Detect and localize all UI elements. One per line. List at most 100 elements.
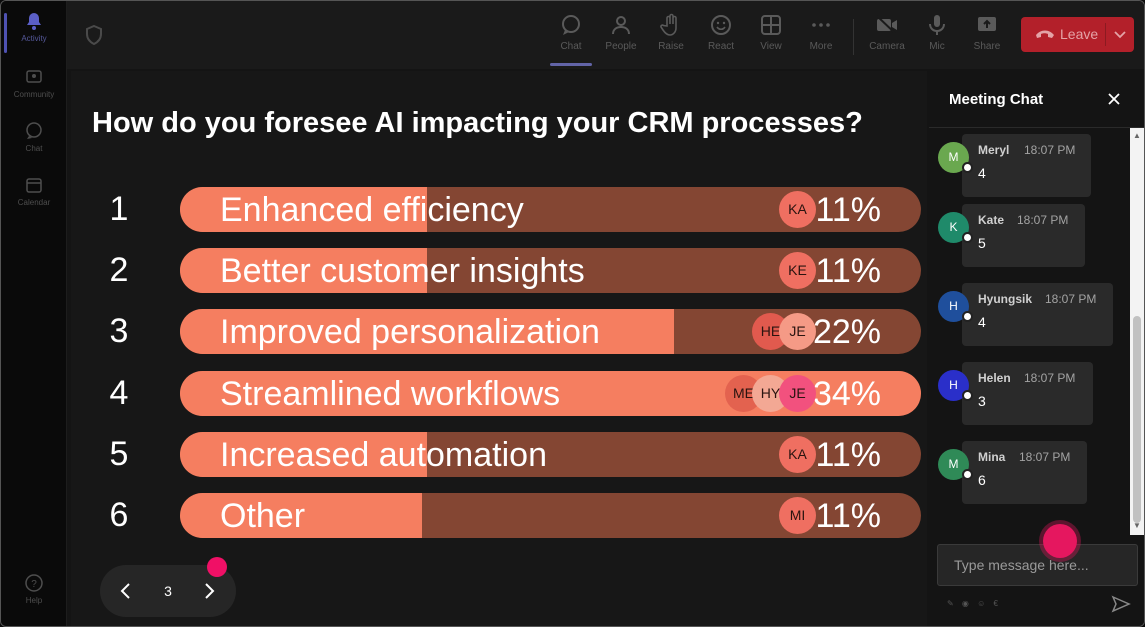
pointer-cursor — [1043, 524, 1077, 558]
message-bubble: Mina 18:07 PM 6 — [962, 441, 1087, 504]
toolbar-label: View — [760, 41, 782, 52]
message-text: 6 — [978, 472, 986, 488]
sender-name: Kate — [978, 213, 1005, 227]
rail-label: Chat — [25, 144, 43, 153]
message-text: 4 — [978, 165, 986, 181]
message-time: 18:07 PM — [1024, 143, 1076, 157]
toolbar-view-button[interactable]: View — [746, 11, 796, 65]
leave-button[interactable]: Leave — [1021, 17, 1134, 52]
rail-label: Calendar — [17, 198, 51, 207]
meeting-toolbar: Chat People Raise React View More Camera — [67, 1, 1144, 69]
leave-divider — [1105, 23, 1106, 46]
message-bubble: Helen 18:07 PM 3 — [962, 362, 1093, 425]
option-bar: Enhanced efficiency 11% KA — [180, 187, 921, 232]
presence-dot — [962, 469, 973, 480]
mic-icon — [929, 15, 945, 35]
sender-name: Meryl — [978, 143, 1010, 157]
rail-item-chat[interactable]: Chat — [1, 121, 67, 153]
format-icons[interactable]: ✎ ◉ ☺ € — [947, 599, 1001, 608]
message-text: 5 — [978, 235, 986, 251]
chat-header: Meeting Chat — [929, 71, 1144, 128]
option-label: Other — [220, 497, 306, 535]
option-percent: 22% — [812, 313, 881, 351]
toolbar-label: Share — [973, 41, 1001, 52]
chevron-left-icon[interactable] — [115, 580, 137, 602]
toolbar-chat-button[interactable]: Chat — [546, 11, 596, 66]
voter-avatar: KA — [779, 191, 816, 228]
people-icon — [612, 16, 630, 35]
option-label: Streamlined workflows — [220, 375, 561, 413]
page-number: 3 — [164, 583, 172, 599]
chevron-right-icon[interactable] — [198, 580, 220, 602]
voter-avatar: JE — [779, 313, 816, 350]
chat-message-box[interactable] — [937, 544, 1138, 586]
option-percent: 11% — [815, 252, 881, 290]
option-bar: Improved personalization 22% HE JE — [180, 309, 921, 354]
presence-dot — [962, 390, 973, 401]
community-icon — [26, 70, 42, 83]
option-number: 2 — [109, 251, 129, 289]
option-percent: 11% — [815, 436, 881, 474]
chat-scroll-thumb[interactable] — [1133, 316, 1141, 523]
option-label: Enhanced efficiency — [220, 191, 524, 229]
rail-item-help[interactable]: ? Help — [1, 573, 67, 605]
option-bar: Streamlined workflows 34% ME HY JE — [180, 371, 921, 416]
help-icon: ? — [25, 574, 43, 592]
option-label: Better customer insights — [220, 252, 585, 290]
more-icon — [812, 23, 830, 27]
rail-item-calendar[interactable]: Calendar — [1, 175, 67, 207]
toolbar-more-button[interactable]: More — [796, 11, 846, 65]
option-bar: Better customer insights 11% KE — [180, 248, 921, 293]
option-bar-fill — [180, 493, 422, 538]
bell-icon — [27, 13, 41, 30]
toolbar-label: Camera — [869, 41, 905, 52]
poll-option-row: 5 Increased automation 11% KA — [71, 432, 927, 477]
scroll-up-arrow[interactable]: ▲ — [1133, 131, 1141, 140]
app-rail: Activity Community Chat Calendar ? Help — [1, 1, 67, 626]
rail-item-activity[interactable]: Activity — [1, 11, 67, 53]
chevron-down-icon[interactable] — [1112, 26, 1128, 42]
sender-name: Helen — [978, 371, 1011, 385]
message-time: 18:07 PM — [1019, 450, 1071, 464]
toolbar-label: Mic — [929, 41, 945, 52]
presence-dot — [962, 162, 973, 173]
message-text: 3 — [978, 393, 986, 409]
toolbar-label: Raise — [658, 41, 684, 52]
option-bar: Other 11% MI — [180, 493, 921, 538]
toolbar-label: React — [707, 41, 735, 52]
toolbar-mic-button[interactable]: Mic — [912, 11, 962, 65]
chat-icon — [26, 122, 42, 139]
rail-item-community[interactable]: Community — [1, 67, 67, 99]
voter-avatar: MI — [779, 497, 816, 534]
chat-message-input[interactable] — [938, 545, 1137, 585]
voter-avatar: JE — [779, 375, 816, 412]
scroll-down-arrow[interactable]: ▼ — [1133, 521, 1141, 530]
toolbar-raise-button[interactable]: Raise — [646, 11, 696, 65]
option-number: 1 — [109, 190, 129, 228]
poll-option-row: 6 Other 11% MI — [71, 493, 927, 538]
leave-label: Leave — [1060, 26, 1099, 42]
poll-option-row: 3 Improved personalization 22% HE JE — [71, 309, 927, 354]
message-time: 18:07 PM — [1045, 292, 1097, 306]
sender-avatar: H — [938, 370, 969, 401]
close-icon[interactable] — [1106, 91, 1122, 107]
calendar-icon — [26, 178, 42, 193]
message-bubble: Hyungsik 18:07 PM 4 — [962, 283, 1113, 346]
option-bar-fill — [180, 432, 427, 477]
send-icon[interactable] — [1111, 594, 1131, 614]
meeting-chat-panel: Meeting Chat Meryl 18:07 PM 4 M Kate 18:07 PM… — [929, 71, 1144, 626]
toolbar-divider — [853, 19, 854, 55]
rail-label: Activity — [21, 34, 47, 43]
option-bar-fill — [180, 187, 427, 232]
camera-icon — [876, 15, 897, 35]
sender-name: Hyungsik — [978, 292, 1033, 306]
share-icon — [978, 17, 996, 31]
toolbar-share-button[interactable]: Share — [962, 11, 1012, 65]
toolbar-camera-button[interactable]: Camera — [862, 11, 912, 65]
message-text: 4 — [978, 314, 986, 330]
option-number: 3 — [109, 312, 129, 350]
hand-icon — [660, 13, 677, 36]
toolbar-react-button[interactable]: React — [696, 11, 746, 65]
toolbar-people-button[interactable]: People — [596, 11, 646, 65]
